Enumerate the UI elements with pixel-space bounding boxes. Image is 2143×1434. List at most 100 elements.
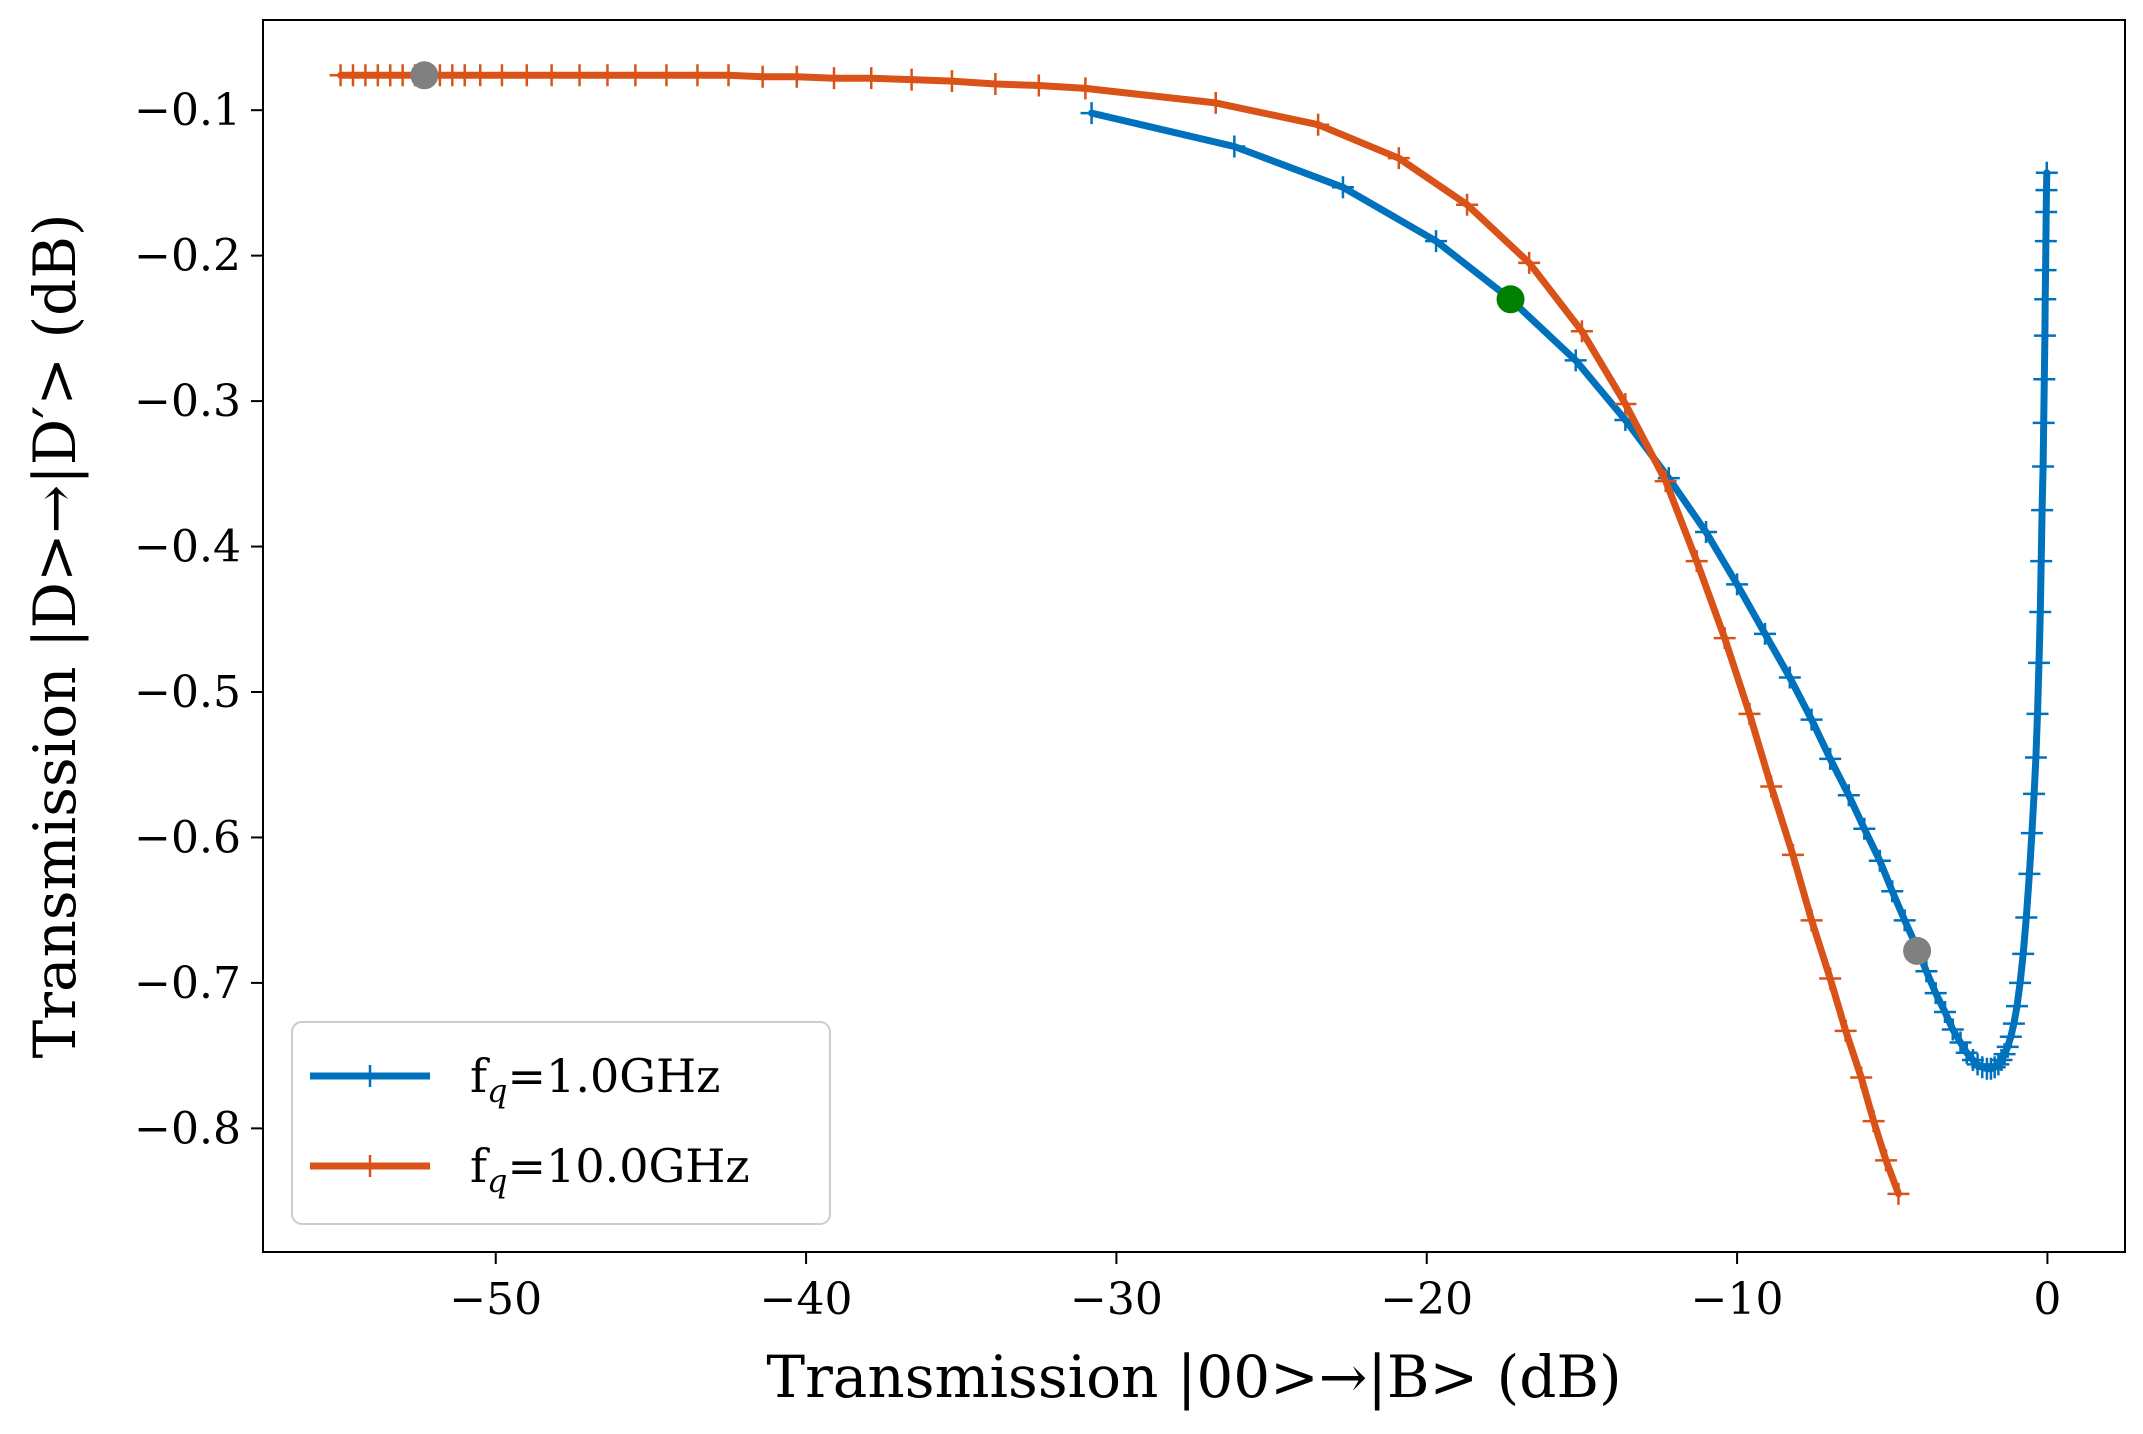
y-axis-ticks: −0.1 −0.2 −0.3 −0.4 −0.5 −0.6 −0.7 −0.8 (134, 85, 263, 1154)
series-point (1425, 230, 1448, 253)
series-point (596, 64, 619, 87)
series-point (984, 73, 1007, 95)
series-point (1966, 1053, 1989, 1076)
series-point (2034, 288, 2057, 311)
series-point (1781, 843, 1804, 866)
series-point (1800, 909, 1823, 932)
legend-marker (359, 1065, 381, 1087)
series-layer (329, 64, 2058, 1205)
legend: fq=1.0GHz fq=10.0GHz (291, 1021, 831, 1225)
series-point (1695, 521, 1718, 543)
y-tick-label: −0.4 (134, 522, 241, 573)
series-point (1996, 1035, 2019, 1058)
series-point (2034, 259, 2057, 282)
series-point (2024, 746, 2047, 769)
y-tick-label: −0.2 (134, 231, 241, 282)
series-point (686, 64, 709, 87)
series-point (2026, 702, 2049, 725)
series-point (1738, 702, 1761, 725)
series-point (860, 67, 883, 90)
series-point (1934, 1001, 1957, 1023)
legend-label: fq=10.0GHz (470, 1139, 750, 1200)
start-point-1ghz (1903, 936, 1932, 965)
series-point (1074, 77, 1097, 100)
y-tick-label: −0.3 (134, 376, 241, 427)
series-point (2020, 822, 2043, 845)
series-point (568, 64, 591, 87)
series-point (1819, 747, 1842, 770)
plot-frame (262, 19, 2126, 1253)
series-point (1941, 1018, 1964, 1041)
series-point (2030, 550, 2053, 573)
series-point (1080, 102, 1103, 125)
series-point (540, 64, 563, 87)
series-point (1654, 470, 1677, 493)
x-tick-label: 0 (2033, 1274, 2061, 1325)
x-tick-label: −40 (760, 1274, 853, 1325)
series-point (1726, 573, 1749, 596)
series-point (1387, 147, 1410, 170)
series-point (1800, 708, 1823, 731)
series-point (1713, 627, 1736, 650)
y-tick-label: −0.1 (134, 85, 241, 136)
series-point (1915, 960, 1938, 983)
series-point (1685, 550, 1708, 573)
series-point (1837, 784, 1860, 807)
series-point (900, 68, 923, 91)
series-point (2032, 455, 2055, 478)
series-point (1456, 193, 1479, 216)
series-point (2012, 942, 2035, 965)
series-point (2035, 161, 2058, 184)
series-point (2031, 499, 2054, 522)
series-point (1887, 1182, 1910, 1205)
series-point (1518, 251, 1541, 274)
x-axis-ticks: −50 −40 −30 −20 −10 0 (449, 1252, 2061, 1325)
series-point (2006, 995, 2028, 1018)
series-point (2002, 1012, 2025, 1035)
series-point (1307, 113, 1330, 136)
x-tick-label: −50 (449, 1274, 542, 1325)
series-point (1850, 1066, 1873, 1089)
y-tick-label: −0.5 (134, 667, 241, 718)
series-point (717, 64, 740, 87)
legend-entries: fq=1.0GHz fq=10.0GHz (310, 1049, 750, 1200)
series-point (1834, 1019, 1857, 1042)
x-tick-label: −30 (1070, 1274, 1163, 1325)
series-point (940, 70, 963, 93)
highlight-layer (410, 61, 1932, 965)
series-point (2018, 862, 2041, 885)
series-point (1223, 135, 1246, 158)
series-point (655, 64, 678, 87)
series-point (469, 64, 492, 87)
series-point (1924, 982, 1947, 1005)
y-tick-label: −0.7 (134, 958, 241, 1009)
green-marker-1ghz (1496, 285, 1525, 314)
series-point (1570, 320, 1593, 343)
series-point (2032, 411, 2055, 434)
series-point (2009, 971, 2032, 994)
series-point (1760, 775, 1783, 798)
series-point (1819, 967, 1842, 990)
series-point (1999, 1025, 2022, 1048)
start-point-10ghz (410, 61, 439, 90)
series-point (2035, 201, 2058, 223)
series-point (1990, 1049, 2013, 1071)
series-point (1881, 880, 1904, 903)
series-point (1027, 74, 1050, 97)
y-tick-label: −0.8 (134, 1103, 241, 1154)
series-point (823, 67, 846, 90)
series-point (1204, 91, 1227, 114)
series-point (515, 64, 538, 87)
series-point (2033, 368, 2056, 391)
series-point (1754, 622, 1777, 645)
series-point (1862, 1110, 1885, 1133)
x-axis-label: Transmission |00>→|B> (dB) (766, 1343, 1621, 1411)
series-point (1778, 666, 1801, 689)
series-point (1868, 849, 1891, 872)
legend-marker (359, 1155, 381, 1177)
series-point (490, 64, 513, 87)
series-point (2023, 782, 2046, 805)
x-tick-label: −20 (1380, 1274, 1473, 1325)
series-point (1893, 909, 1916, 932)
